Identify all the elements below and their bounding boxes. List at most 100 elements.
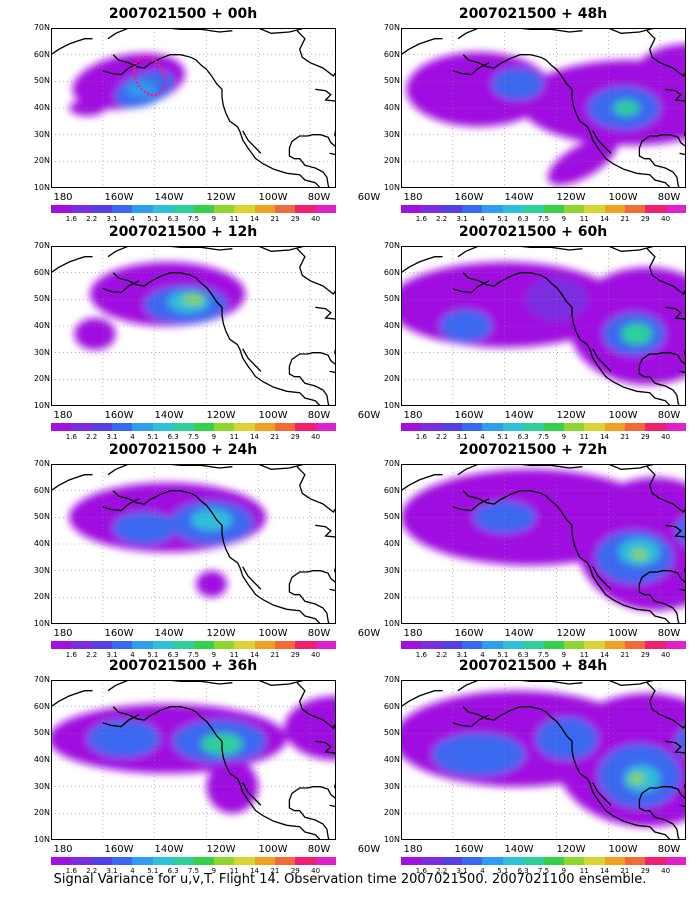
colorbar-label: 6.3 [517,651,529,659]
coastline [107,246,233,258]
variance-contour [535,717,598,760]
coastline [296,248,336,295]
colorbar-swatch [152,205,174,213]
coastline [296,466,336,513]
lon-tick-label: 100W [608,844,638,855]
lat-tick-label: 50N [383,728,400,738]
lat-tick-label: 60N [33,267,50,277]
colorbar-swatch [604,857,625,865]
map-panel: 2007021500 + 72h 70N 60N 50N 40N 30N 20N 10N 180… [368,442,698,659]
coastline [315,88,336,102]
lat-tick-label: 50N [33,512,50,522]
colorbar-swatch [604,423,625,431]
coastline [452,62,490,76]
lat-tick-label: 50N [33,76,50,86]
coastline [665,524,686,538]
colorbar-swatch [112,641,133,649]
lon-tick-label: 160W [104,410,134,421]
map-area [51,246,336,406]
lon-tick-label: 180 [53,192,73,203]
lat-tick-label: 40N [33,103,50,112]
lat-tick-label: 10N [383,619,400,628]
colorbar [51,641,337,649]
colorbar-label: 3.1 [456,867,468,875]
variance-contour [196,570,228,598]
lat-tick-label: 30N [383,129,400,139]
colorbar-label: 1.6 [65,215,77,223]
colorbar-swatch [152,641,174,649]
coastline [638,127,686,188]
colorbar-swatch [645,857,666,865]
coastline [315,306,336,320]
lat-tick-label: 20N [383,374,400,384]
coastline [462,272,672,406]
lat-tick-label: 20N [33,156,50,166]
lat-tick-label: 60N [33,485,50,495]
panel-title: 2007021500 + 84h [458,658,608,674]
colorbar-label: 4 [130,651,135,659]
colorbar-label: 21 [620,433,630,441]
coastline [51,474,93,492]
colorbar-swatch [462,205,483,213]
colorbar-label: 6.3 [517,433,529,441]
coastline [288,779,336,840]
colorbar-label: 9 [211,433,217,441]
colorbar-swatch [645,423,666,431]
coastline [242,348,262,372]
variance-contour [491,68,544,100]
colorbar-swatch [193,423,214,431]
lat-tick-label: 20N [383,808,400,818]
lon-tick-label: 120W [556,844,586,855]
coastline [638,563,686,624]
colorbar-swatch [665,205,687,213]
colorbar-label: 7.5 [537,215,550,223]
map-area [51,680,336,840]
coastline [401,474,443,492]
colorbar-label: 3.1 [456,651,468,659]
lon-tick-label: 140W [154,844,184,855]
lat-tick-label: 70N [33,675,50,684]
colorbar-swatch [441,857,463,865]
coastline [329,152,336,156]
colorbar-label: 14 [600,867,610,875]
colorbar-swatch [173,423,194,431]
colorbar-swatch [51,423,72,431]
colorbar-label: 14 [600,433,610,441]
colorbar-swatch [274,641,296,649]
colorbar-swatch [584,641,605,649]
coastline [401,256,443,274]
colorbar-swatch [523,205,544,213]
map-panel: 2007021500 + 60h 70N 60N 50N 40N 30N 20N 10N 180… [368,224,698,441]
lon-tick-label: 160W [454,628,484,639]
colorbar-swatch [543,205,564,213]
colorbar-swatch [401,857,422,865]
colorbar-label: 2.2 [86,651,98,659]
coastline [401,38,443,56]
coastline [258,464,306,470]
colorbar-swatch [563,857,585,865]
coastline [329,588,336,592]
panel-title: 2007021500 + 00h [108,6,258,22]
coastline [457,28,583,40]
colorbar-label: 40 [661,433,671,441]
colorbar-label: 11 [229,867,239,875]
lon-tick-label: 120W [556,628,586,639]
coastline [646,682,686,729]
colorbar-swatch [665,641,687,649]
lon-tick-label: 180 [403,844,423,855]
map-panel: 2007021500 + 48h 70N 60N 50N 40N 30N 20N 10N 180… [368,6,698,223]
lon-tick-label: 100W [608,410,638,421]
variance-contour [621,323,653,345]
colorbar-label: 3.1 [456,433,468,441]
coastline [665,306,686,320]
colorbar-label: 9 [211,867,217,875]
colorbar-label: 7.5 [537,433,550,441]
colorbar-label: 21 [620,651,630,659]
panel-title: 2007021500 + 12h [108,224,258,240]
coastline [608,680,656,686]
colorbar [401,641,687,649]
colorbar-swatch [274,423,296,431]
colorbar-swatch [254,857,275,865]
colorbar-label: 9 [561,867,567,875]
lon-tick-label: 80W [657,844,681,855]
